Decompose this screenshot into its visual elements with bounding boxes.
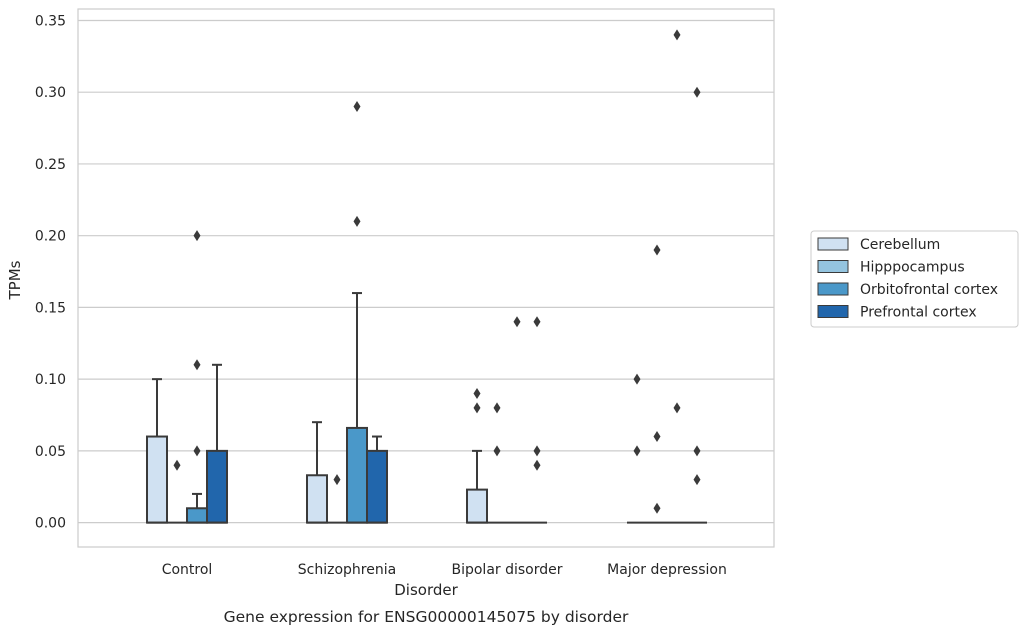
y-tick-label: 0.20 [35, 229, 66, 245]
x-tick-label: Schizophrenia [298, 562, 396, 578]
plot-frame [77, 8, 775, 548]
box-hipppocampus [327, 474, 347, 524]
outlier-point [173, 459, 181, 471]
y-axis-tick-labels: 0.00 0.05 0.10 0.15 0.20 0.25 0.30 0.35 [35, 13, 66, 531]
outlier-point [693, 445, 701, 457]
plot-background [78, 9, 774, 547]
outlier-point [473, 402, 481, 414]
y-tick-label: 0.35 [35, 13, 66, 29]
box-cerebellum [466, 387, 488, 524]
box [306, 474, 328, 524]
box-prefrontal-cortex [366, 435, 388, 524]
box [346, 426, 368, 524]
outlier-point [493, 402, 501, 414]
x-tick-label: Major depression [607, 562, 727, 578]
outlier-point [193, 359, 201, 371]
outlier-point [693, 474, 701, 486]
x-tick-label: Control [162, 562, 213, 578]
outlier-point [693, 86, 701, 98]
box-orbitofrontal-cortex [507, 316, 527, 524]
legend-frame [810, 230, 1019, 328]
outlier-point [533, 459, 541, 471]
box-prefrontal-cortex [687, 86, 707, 524]
outlier-point [353, 215, 361, 227]
outlier-point [333, 474, 341, 486]
box-cerebellum [146, 378, 168, 524]
box-orbitofrontal-cortex [667, 29, 687, 524]
box-cerebellum [306, 421, 328, 524]
outlier-point [673, 402, 681, 414]
box [146, 435, 168, 524]
box-hipppocampus [647, 244, 667, 524]
outlier-point [193, 445, 201, 457]
outlier-point [513, 316, 521, 328]
box-prefrontal-cortex [206, 363, 228, 524]
chart-caption: Gene expression for ENSG00000145075 by d… [224, 608, 629, 626]
legend-swatch [817, 260, 849, 273]
y-tick-label: 0.05 [35, 444, 66, 460]
x-axis-tick-labels: Control Schizophrenia Bipolar disorder Majo… [162, 562, 727, 578]
outlier-point [533, 316, 541, 328]
outlier-point [633, 373, 641, 385]
y-tick-label: 0.25 [35, 157, 66, 173]
outlier-point [533, 445, 541, 457]
outlier-point [653, 431, 661, 443]
legend-swatch [817, 305, 849, 318]
y-axis-title: TPMs [6, 260, 24, 300]
x-tick-label: Bipolar disorder [451, 562, 562, 578]
legend-label: Hipppocampus [860, 260, 965, 276]
outlier-point [653, 502, 661, 514]
box [366, 449, 388, 524]
x-axis-title: Disorder [394, 581, 458, 599]
box [186, 507, 208, 524]
outlier-point [193, 230, 201, 242]
outlier-point [353, 101, 361, 113]
outlier-point [633, 445, 641, 457]
y-tick-label: 0.10 [35, 372, 66, 388]
box-hipppocampus [487, 402, 507, 524]
legend-label: Orbitofrontal cortex [860, 282, 998, 298]
legend-label: Prefrontal cortex [860, 305, 977, 321]
outlier-point [493, 445, 501, 457]
legend-label: Cerebellum [860, 237, 940, 253]
box-cerebellum [627, 373, 647, 524]
outlier-point [653, 244, 661, 256]
box-groups [146, 29, 707, 524]
box-prefrontal-cortex [527, 316, 547, 524]
box-hipppocampus [167, 459, 187, 524]
y-tick-label: 0.30 [35, 85, 66, 101]
y-tick-label: 0.00 [35, 516, 66, 532]
box [206, 449, 228, 524]
legend: Cerebellum Hipppocampus Orbitofrontal cort… [810, 230, 1019, 328]
box [466, 488, 488, 524]
legend-swatch [817, 282, 849, 296]
box-orbitofrontal-cortex [186, 230, 208, 524]
legend-swatch [817, 237, 849, 251]
outlier-point [673, 29, 681, 41]
outlier-point [473, 387, 481, 399]
y-tick-label: 0.15 [35, 300, 66, 316]
